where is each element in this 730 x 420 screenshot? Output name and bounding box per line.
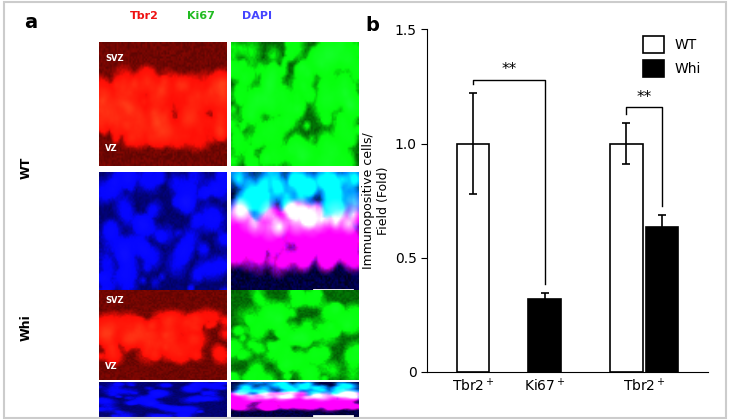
Text: Tbr2: Tbr2	[130, 11, 159, 21]
Text: Ki67: Ki67	[187, 204, 215, 214]
Text: **: **	[502, 62, 516, 77]
Bar	[610, 144, 642, 372]
Text: WT: WT	[20, 157, 33, 179]
Text: **: **	[637, 90, 652, 105]
Text: Ki67: Ki67	[187, 11, 215, 21]
Text: DAPI: DAPI	[242, 204, 272, 214]
Text: VZ: VZ	[105, 362, 118, 371]
Text: b: b	[365, 16, 379, 35]
Text: VZ: VZ	[105, 144, 118, 153]
Legend: WT, Whi: WT, Whi	[643, 37, 701, 77]
Text: SVZ: SVZ	[105, 297, 123, 305]
Y-axis label: Immunopositive cells/
Field (Fold): Immunopositive cells/ Field (Fold)	[363, 132, 391, 269]
Text: a: a	[24, 13, 37, 32]
Bar	[646, 227, 678, 372]
Text: DAPI: DAPI	[242, 11, 272, 21]
Text: SVZ: SVZ	[105, 54, 123, 63]
Text: Whi: Whi	[20, 314, 33, 341]
Text: Tbr2: Tbr2	[130, 204, 159, 214]
Bar	[529, 299, 561, 372]
Bar	[457, 144, 489, 372]
